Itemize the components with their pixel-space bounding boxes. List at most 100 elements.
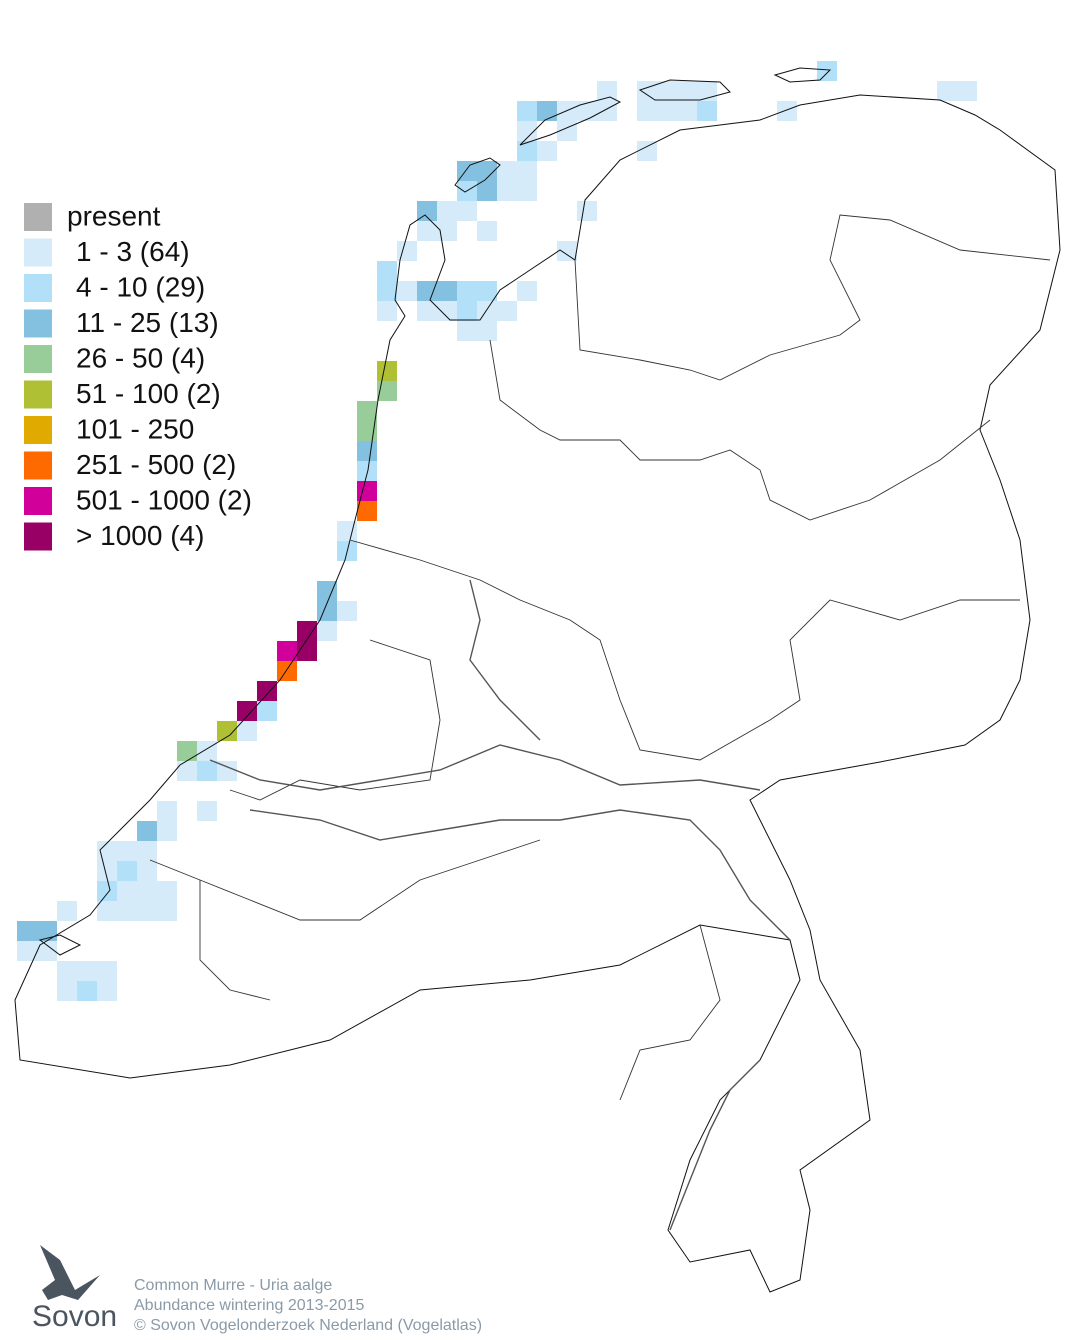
legend-swatch <box>24 522 52 551</box>
grid-cell <box>697 81 717 101</box>
grid-cell <box>357 501 377 521</box>
grid-cell <box>497 161 517 181</box>
grid-cell <box>197 741 217 761</box>
legend: present 1 - 3 (64) 4 - 10 (29) 11 - 25 (13)… <box>24 200 252 551</box>
grid-cell <box>477 321 497 341</box>
legend-swatch <box>24 203 52 231</box>
grid-cell <box>77 961 97 981</box>
grid-cell <box>437 301 457 321</box>
grid-cell <box>437 221 457 241</box>
grid-cell <box>57 961 77 981</box>
grid-cell <box>517 141 537 161</box>
grid-cell <box>117 861 137 881</box>
grid-cell <box>237 701 257 721</box>
grid-cell <box>457 281 477 301</box>
grid-cell <box>597 81 617 101</box>
grid-cell <box>477 181 497 201</box>
grid-cell <box>17 941 37 961</box>
grid-cell <box>17 921 37 941</box>
grid-cell <box>937 81 957 101</box>
legend-label: 11 - 25 (13) <box>76 307 219 338</box>
footer-subtitle: Abundance wintering 2013-2015 <box>134 1297 365 1314</box>
grid-cell <box>637 81 657 101</box>
grid-cell <box>357 461 377 481</box>
grid-cell <box>137 901 157 921</box>
grid-cell <box>537 141 557 161</box>
grid-cell <box>37 921 57 941</box>
grid-cell <box>277 641 297 661</box>
logo-bird <box>40 1245 100 1300</box>
grid-cell <box>97 861 117 881</box>
grid-cell <box>517 281 537 301</box>
grid-cell <box>537 101 557 121</box>
rivers <box>209 579 791 1231</box>
grid-cell <box>437 281 457 301</box>
grid-cell <box>377 381 397 401</box>
grid-cell <box>137 821 157 841</box>
grid-cell <box>417 301 437 321</box>
legend-swatch <box>24 309 52 338</box>
grid-cell <box>77 981 97 1001</box>
legend-swatch <box>24 274 52 302</box>
grid-cell <box>597 101 617 121</box>
legend-swatch <box>24 345 52 373</box>
grid-cell <box>497 181 517 201</box>
grid-cell <box>377 281 397 301</box>
grid-cell <box>297 641 317 661</box>
legend-swatch <box>24 238 52 267</box>
legend-label: 4 - 10 (29) <box>76 271 205 302</box>
grid-cell <box>177 761 197 781</box>
legend-label: 501 - 1000 (2) <box>76 484 252 515</box>
grid-cell <box>637 141 657 161</box>
grid-cell <box>657 81 677 101</box>
grid-cell <box>117 841 137 861</box>
grid-cell <box>377 361 397 381</box>
grid-cell <box>137 841 157 861</box>
grid-cell <box>637 101 657 121</box>
grid-cell <box>117 901 137 921</box>
legend-label: > 1000 (4) <box>76 520 204 551</box>
legend-swatch <box>24 416 52 444</box>
grid-cell <box>157 881 177 901</box>
grid-cell <box>397 281 417 301</box>
sovon-logo: Sovon <box>32 1245 117 1333</box>
legend-swatch <box>24 487 52 515</box>
grid-cell <box>277 661 297 681</box>
grid-cell <box>657 101 677 121</box>
grid-cell <box>37 941 57 961</box>
grid-cell <box>697 101 717 121</box>
grid-cell <box>137 881 157 901</box>
grid-cell <box>677 81 697 101</box>
grid-cell <box>117 881 137 901</box>
grid-cell <box>357 481 377 501</box>
grid-cell <box>457 301 477 321</box>
grid-cell <box>477 221 497 241</box>
grid-cell <box>677 101 697 121</box>
grid-cell <box>237 721 257 741</box>
grid-cell <box>317 581 337 601</box>
legend-label: 26 - 50 (4) <box>76 342 205 373</box>
legend-swatch <box>24 451 52 480</box>
grid-cell <box>337 521 357 541</box>
grid-cell <box>177 741 197 761</box>
grid-cell <box>377 261 397 281</box>
grid-cell <box>97 901 117 921</box>
grid-cell <box>517 181 537 201</box>
grid-cell <box>577 101 597 121</box>
grid-cell <box>97 961 117 981</box>
legend-label: 1 - 3 (64) <box>76 236 190 267</box>
grid-cell <box>417 281 437 301</box>
grid-cell <box>57 981 77 1001</box>
grid-cell <box>97 981 117 1001</box>
grid-cell <box>517 121 537 141</box>
grid-cell <box>197 761 217 781</box>
grid-cell <box>397 241 417 261</box>
grid-cell <box>477 281 497 301</box>
grid-cell <box>217 721 237 741</box>
footer-copyright: © Sovon Vogelonderzoek Nederland (Vogela… <box>134 1317 482 1334</box>
grid-cell <box>417 221 437 241</box>
grid-cell <box>457 201 477 221</box>
legend-swatch <box>24 380 52 409</box>
grid-cell <box>337 601 357 621</box>
